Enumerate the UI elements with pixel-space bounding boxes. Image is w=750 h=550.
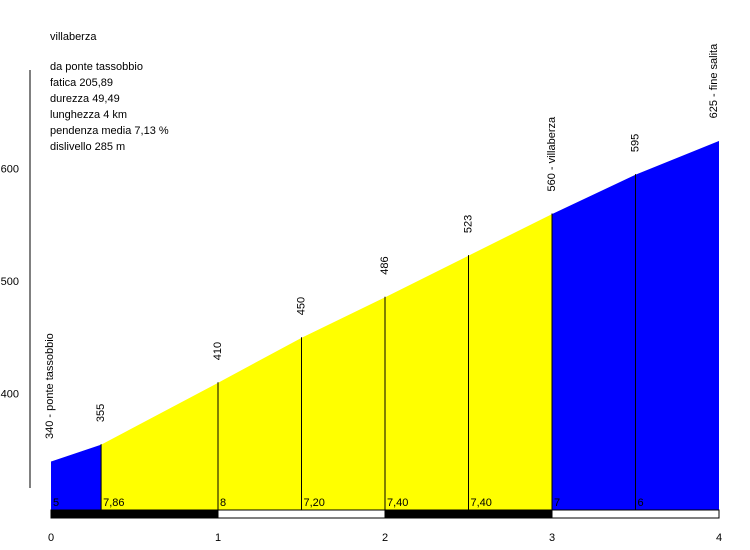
gradient-label-7: 6 bbox=[638, 497, 644, 509]
km-bar-segment-1 bbox=[217, 509, 386, 519]
gradient-label-1: 7,86 bbox=[103, 497, 124, 509]
altitude-label-8: 625 - fine salita bbox=[708, 43, 720, 118]
gradient-label-2: 8 bbox=[220, 497, 226, 509]
gradient-label-0: 5 bbox=[53, 497, 59, 509]
x-tick-label-4: 4 bbox=[716, 532, 722, 544]
chart-title: villaberza bbox=[50, 31, 97, 43]
km-bar-segment-0 bbox=[50, 509, 219, 519]
profile-segment-5 bbox=[468, 213, 552, 510]
y-tick-label-1: 500 bbox=[1, 276, 19, 288]
profile-segment-3 bbox=[301, 296, 385, 510]
altitude-label-0: 340 - ponte tassobbio bbox=[44, 333, 56, 439]
profile-segment-6 bbox=[552, 174, 636, 510]
km-bar-segment-3 bbox=[551, 509, 720, 519]
stat-dislivello: dislivello 285 m bbox=[50, 141, 126, 153]
x-tick-label-3: 3 bbox=[549, 532, 555, 544]
profile-segment-4 bbox=[385, 255, 469, 510]
profile-segment-2 bbox=[218, 337, 302, 510]
gradient-label-5: 7,40 bbox=[471, 497, 492, 509]
gradient-label-4: 7,40 bbox=[387, 497, 408, 509]
y-tick-label-2: 600 bbox=[1, 164, 19, 176]
profile-segment-1 bbox=[101, 382, 218, 510]
altitude-label-6: 560 - villaberza bbox=[546, 116, 558, 191]
profile-segment-0 bbox=[51, 444, 102, 510]
altitude-label-5: 523 bbox=[463, 215, 475, 233]
y-tick-label-0: 400 bbox=[1, 389, 19, 401]
altitude-label-7: 595 bbox=[630, 134, 642, 152]
stat-lunghezza: lunghezza 4 km bbox=[50, 109, 128, 121]
altitude-label-4: 486 bbox=[379, 256, 391, 274]
x-tick-label-2: 2 bbox=[382, 532, 388, 544]
stat-start: da ponte tassobbio bbox=[50, 61, 143, 73]
x-tick-label-1: 1 bbox=[215, 532, 221, 544]
stat-durezza: durezza 49,49 bbox=[50, 93, 120, 105]
stat-pendenza: pendenza media 7,13 % bbox=[50, 125, 169, 137]
stat-fatica: fatica 205,89 bbox=[50, 77, 113, 89]
altitude-label-3: 450 bbox=[296, 297, 308, 315]
gradient-label-3: 7,20 bbox=[304, 497, 325, 509]
x-tick-label-0: 0 bbox=[48, 532, 54, 544]
profile-segment-7 bbox=[635, 140, 719, 510]
gradient-label-6: 7 bbox=[554, 497, 560, 509]
altitude-label-1: 355 bbox=[95, 404, 107, 422]
km-bar-segment-2 bbox=[384, 509, 553, 519]
altitude-label-2: 410 bbox=[212, 342, 224, 360]
